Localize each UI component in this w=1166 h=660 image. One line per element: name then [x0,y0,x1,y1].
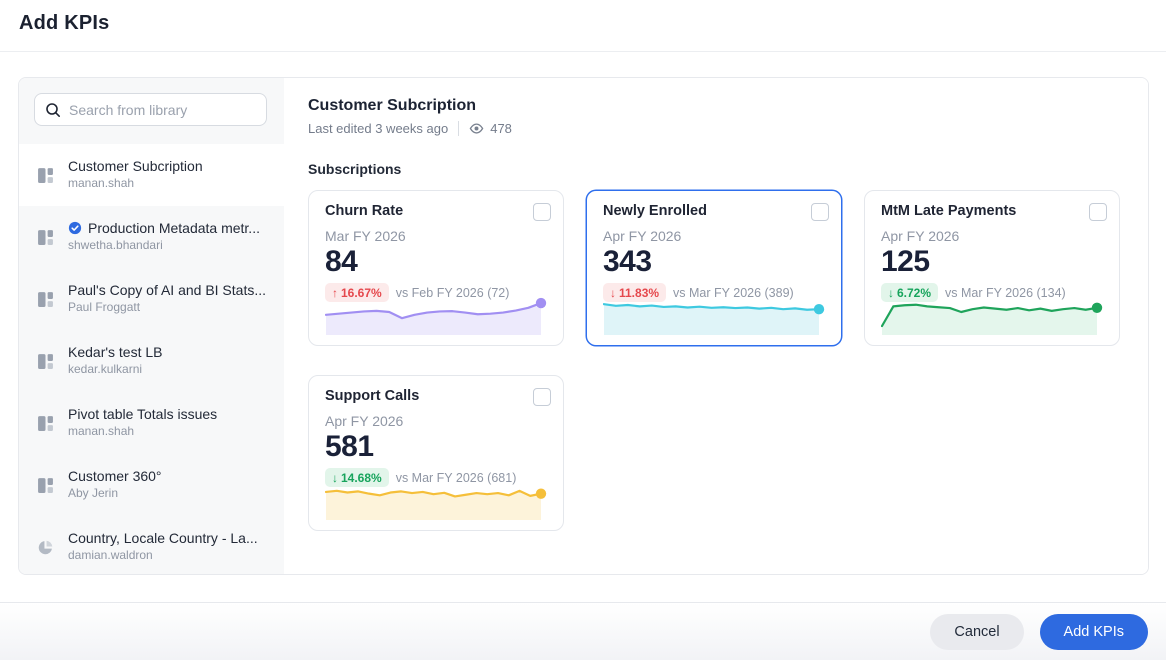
section-label: Subscriptions [308,161,402,177]
comparison-text: vs Feb FY 2026 (72) [395,285,510,300]
dashboard-icon [37,477,55,494]
kpi-period: Apr FY 2026 [881,228,960,244]
kpi-library-panel: Customer Subcription manan.shah Producti… [18,77,1149,575]
search-input[interactable] [69,101,256,118]
delta-badge: ↓ 14.68% [325,468,389,487]
liveboard-detail: Customer Subcription Last edited 3 weeks… [284,78,1148,574]
list-item-owner: manan.shah [68,424,135,438]
delta-arrow-icon: ↓ [332,470,338,485]
dashboard-icon [37,291,55,308]
kpi-period: Apr FY 2026 [603,228,682,244]
library-sidebar: Customer Subcription manan.shah Producti… [19,78,284,574]
list-item-owner: Paul Froggatt [68,300,141,314]
list-item-title: Customer 360° [68,468,162,484]
delta-value: 16.67% [341,285,382,300]
list-item-title: Customer Subcription [68,158,203,174]
sidebar-item-pivot-table[interactable]: Pivot table Totals issues manan.shah [19,392,284,454]
kpi-card-mtm-late-payments[interactable]: MtM Late Payments Apr FY 2026 125 ↓ 6.72%… [864,190,1120,346]
kpi-title: Churn Rate [325,203,404,219]
sparkline-chart [603,303,825,335]
delta-arrow-icon: ↓ [888,285,894,300]
search-box[interactable] [34,93,267,126]
dashboard-icon [37,353,55,370]
sidebar-item-customer-360[interactable]: Customer 360° Aby Jerin [19,454,284,516]
delta-badge: ↓ 6.72% [881,283,939,302]
list-item-title: Production Metadata metr... [88,220,260,236]
kpi-period: Mar FY 2026 [325,228,406,244]
kpi-value: 343 [603,245,652,278]
comparison-text: vs Mar FY 2026 (389) [673,285,794,300]
delta-arrow-icon: ↑ [332,285,338,300]
list-item-title: Paul's Copy of AI and BI Stats... [68,282,267,298]
dashboard-icon [37,167,55,184]
kpi-value: 125 [881,245,930,278]
kpi-card-churn-rate[interactable]: Churn Rate Mar FY 2026 84 ↑ 16.67% vs Feb… [308,190,564,346]
kpi-card-newly-enrolled[interactable]: Newly Enrolled Apr FY 2026 343 ↓ 11.83% v… [586,190,842,346]
sparkline-chart [881,302,1103,335]
list-item-owner: manan.shah [68,176,135,190]
kpi-title: MtM Late Payments [881,203,1017,219]
kpi-value: 84 [325,245,358,278]
search-icon [45,102,61,118]
page-title: Add KPIs [19,12,110,34]
kpi-card-grid: Churn Rate Mar FY 2026 84 ↑ 16.67% vs Feb… [308,190,1124,531]
dashboard-icon [37,229,55,246]
last-edited-text: Last edited 3 weeks ago [308,121,449,136]
sidebar-item-kedars-test[interactable]: Kedar's test LB kedar.kulkarni [19,330,284,392]
list-item-title: Pivot table Totals issues [68,406,218,422]
add-kpis-button[interactable]: Add KPIs [1039,614,1148,650]
delta-value: 6.72% [897,285,932,300]
pie-chart-icon [37,539,55,556]
verified-icon [68,221,82,235]
sidebar-item-production-metadata[interactable]: Production Metadata metr... shwetha.bhan… [19,206,284,268]
sidebar-item-country-locale[interactable]: Country, Locale Country - La... damian.w… [19,516,284,574]
dashboard-icon [37,415,55,432]
sidebar-item-customer-subcription[interactable]: Customer Subcription manan.shah [19,144,284,206]
list-item-owner: damian.waldron [68,548,153,562]
liveboard-title: Customer Subcription [308,97,477,114]
list-item-owner: kedar.kulkarni [68,362,143,376]
list-item-title: Kedar's test LB [68,344,163,360]
comparison-text: vs Mar FY 2026 (134) [945,285,1066,300]
kpi-checkbox[interactable] [533,203,551,221]
dialog-header: Add KPIs [0,0,1166,52]
sparkline-chart [325,297,547,335]
dialog-footer: Cancel Add KPIs [0,602,1166,660]
eye-icon [469,121,484,136]
kpi-checkbox[interactable] [1089,203,1107,221]
meta-divider [458,121,460,136]
kpi-period: Apr FY 2026 [325,413,404,429]
kpi-title: Support Calls [325,388,420,404]
list-item-owner: shwetha.bhandari [68,238,163,252]
comparison-text: vs Mar FY 2026 (681) [395,470,517,485]
delta-badge: ↓ 11.83% [603,283,667,302]
kpi-checkbox[interactable] [811,203,829,221]
view-count: 478 [490,121,512,136]
delta-value: 11.83% [619,285,660,300]
sparkline-chart [325,488,547,520]
list-item-owner: Aby Jerin [68,486,119,500]
delta-arrow-icon: ↓ [610,285,616,300]
kpi-card-support-calls[interactable]: Support Calls Apr FY 2026 581 ↓ 14.68% vs… [308,375,564,531]
library-list: Customer Subcription manan.shah Producti… [19,144,284,574]
cancel-button[interactable]: Cancel [930,614,1024,650]
delta-badge: ↑ 16.67% [325,283,389,302]
list-item-title: Country, Locale Country - La... [68,530,258,546]
sidebar-item-pauls-copy[interactable]: Paul's Copy of AI and BI Stats... Paul F… [19,268,284,330]
kpi-value: 581 [325,430,374,463]
kpi-title: Newly Enrolled [603,203,707,219]
kpi-checkbox[interactable] [533,388,551,406]
delta-value: 14.68% [341,470,382,485]
